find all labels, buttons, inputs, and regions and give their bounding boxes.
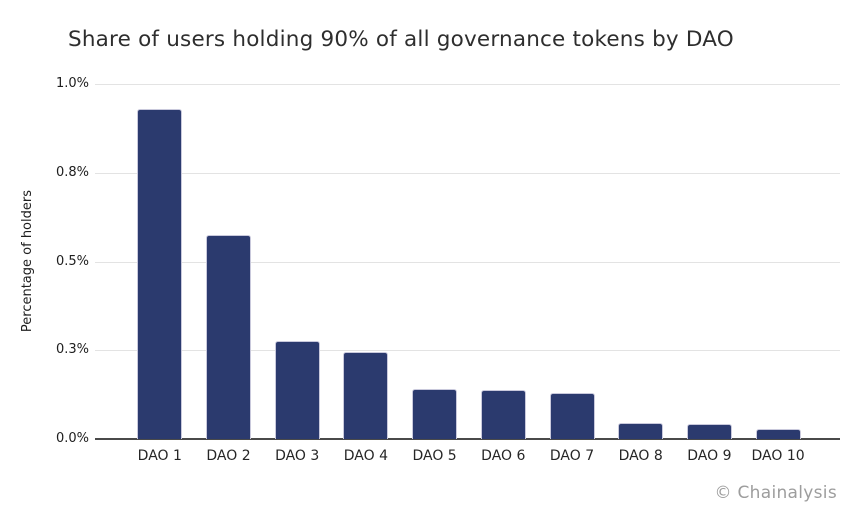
x-tick-label: DAO 4: [343, 448, 389, 464]
bar-dao-2: [206, 234, 251, 439]
y-tick-label: 1.0%: [55, 76, 89, 91]
bar-dao-7: [549, 392, 595, 439]
attribution: © Chainalysis: [714, 483, 837, 503]
x-tick-label: DAO 3: [275, 448, 320, 464]
x-tick-label: DAO 2: [206, 448, 251, 464]
bar-dao-5: [412, 388, 458, 439]
x-tick-label: DAO 5: [412, 448, 457, 464]
bar-dao-4: [343, 351, 389, 439]
x-tick-label: DAO 9: [687, 448, 732, 464]
y-tick-label: 0.3%: [55, 342, 89, 358]
x-tick-label: DAO 10: [751, 448, 805, 464]
gridline: [95, 350, 840, 352]
chart-title: Share of users holding 90% of all govern…: [68, 27, 734, 52]
x-tick-label: DAO 6: [481, 448, 526, 464]
plot-area: [95, 84, 840, 440]
gridline: [95, 261, 840, 263]
y-tick-label: 0.0%: [55, 431, 89, 446]
bar-dao-9: [686, 424, 732, 439]
gridline: [95, 84, 840, 85]
y-tick-label: 0.5%: [55, 253, 89, 269]
x-tick-label: DAO 7: [549, 448, 595, 464]
gridline: [95, 172, 840, 174]
x-axis-line: [95, 438, 840, 440]
x-tick-label: DAO 8: [618, 448, 663, 464]
x-tick-label: DAO 1: [137, 448, 182, 464]
bar-dao-10: [755, 429, 801, 439]
bar-dao-6: [480, 390, 526, 439]
bar-dao-1: [137, 108, 183, 439]
bar-dao-3: [274, 341, 320, 439]
y-tick-label: 0.8%: [55, 164, 89, 180]
bar-dao-8: [618, 423, 664, 439]
